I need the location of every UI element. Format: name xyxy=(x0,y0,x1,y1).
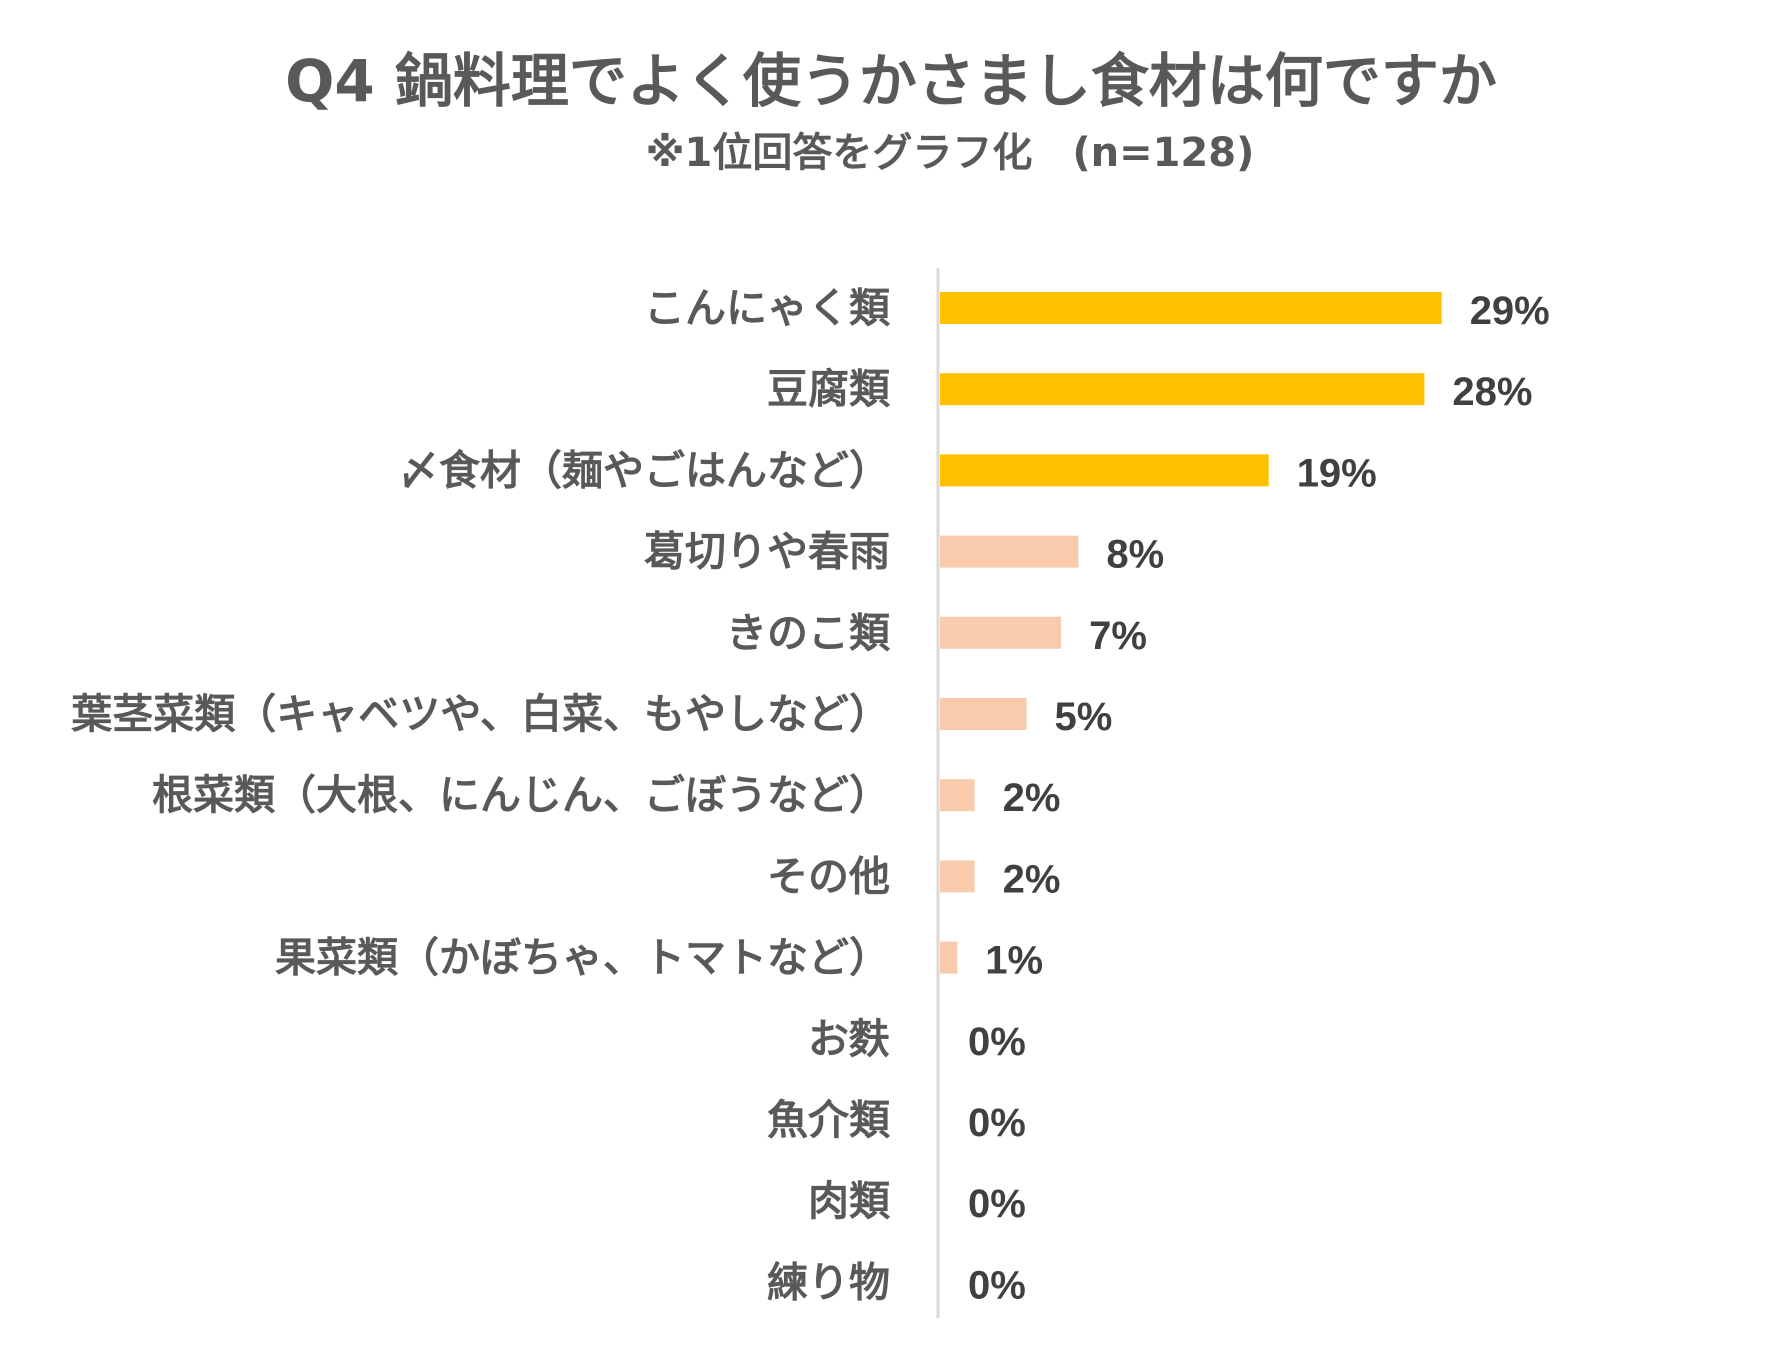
value-label-12: 0% xyxy=(968,1263,1026,1307)
category-label-5: 葉茎菜類（キャベツや、白菜、もやしなど） xyxy=(70,690,890,738)
value-label-2: 19% xyxy=(1297,451,1377,495)
value-label-10: 0% xyxy=(968,1101,1026,1145)
value-label-7: 2% xyxy=(1003,857,1061,901)
bars-layer xyxy=(940,292,1442,974)
value-label-0: 29% xyxy=(1470,289,1550,333)
category-label-12: 練り物 xyxy=(767,1258,890,1306)
bar-6 xyxy=(940,779,975,812)
value-label-1: 28% xyxy=(1452,370,1532,414)
category-label-4: きのこ類 xyxy=(726,609,891,657)
bar-4 xyxy=(940,616,1062,649)
value-labels: 29% 28% 19% 8% 7% 5% 2% 2% 1% 0% 0% 0% 0% xyxy=(968,289,1550,1307)
bar-1 xyxy=(940,373,1425,406)
value-label-9: 0% xyxy=(968,1020,1026,1064)
value-label-4: 7% xyxy=(1089,614,1147,658)
chart-subtitle: ※1位回答をグラフ化 (n=128) xyxy=(645,130,1255,176)
category-label-7: その他 xyxy=(767,852,890,900)
category-label-9: お麩 xyxy=(808,1015,890,1063)
value-label-5: 5% xyxy=(1055,695,1113,739)
bar-5 xyxy=(940,698,1027,730)
value-label-8: 1% xyxy=(985,939,1043,983)
bar-2 xyxy=(940,454,1269,487)
category-label-8: 果菜類（かぼちゃ、トマトなど） xyxy=(275,934,890,982)
category-label-11: 肉類 xyxy=(808,1177,891,1225)
category-label-1: 豆腐類 xyxy=(767,365,891,413)
value-label-3: 8% xyxy=(1106,533,1164,577)
bar-0 xyxy=(940,292,1442,324)
category-label-3: 葛切りや春雨 xyxy=(644,528,890,576)
value-label-11: 0% xyxy=(968,1182,1026,1226)
value-label-6: 2% xyxy=(1003,776,1061,820)
chart-title: Q4 鍋料理でよく使うかさまし食材は何ですか xyxy=(285,47,1497,115)
category-label-6: 根菜類（大根、にんじん、ごぼうなど） xyxy=(152,771,890,819)
category-label-2: 〆食材（麺やごはんなど） xyxy=(398,446,890,494)
bar-3 xyxy=(940,535,1079,568)
bar-7 xyxy=(940,860,975,893)
category-label-0: こんにゃく類 xyxy=(644,284,891,332)
category-label-10: 魚介類 xyxy=(767,1096,891,1144)
bar-8 xyxy=(940,941,958,974)
